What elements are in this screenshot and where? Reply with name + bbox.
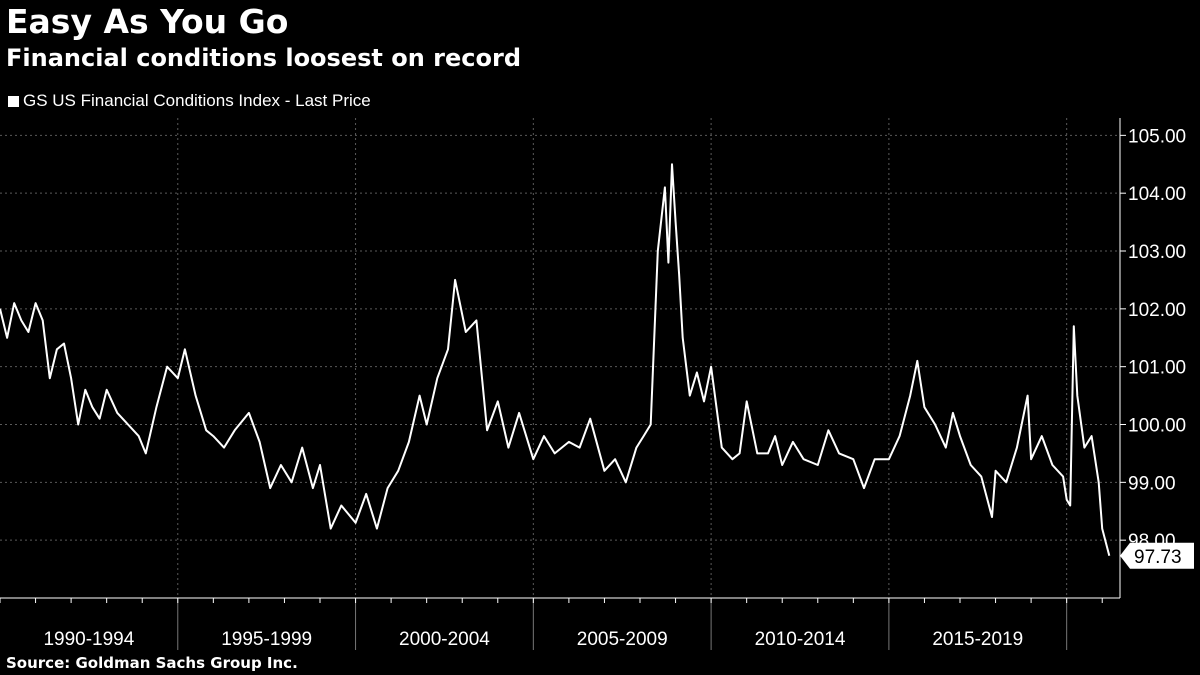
legend-label: GS US Financial Conditions Index - Last … [23,91,371,110]
x-tick-label: 1995-1999 [221,629,312,650]
x-tick-label: 2010-2014 [755,629,846,650]
y-tick-label: 103.00 [1128,242,1186,263]
y-tick-label: 102.00 [1128,300,1186,321]
source-note: Source: Goldman Sachs Group Inc. [6,654,298,672]
legend-swatch [8,95,19,107]
legend: GS US Financial Conditions Index - Last … [8,90,371,112]
x-tick-label: 2005-2009 [577,629,668,650]
x-tick-label: 1990-1994 [43,629,134,650]
last-value-badge [1120,542,1194,569]
series-line [0,163,1111,557]
chart-subtitle: Financial conditions loosest on record [6,44,521,72]
x-tick-label: 2015-2019 [932,629,1023,650]
y-tick-label: 105.00 [1128,126,1186,147]
y-tick-label: 101.00 [1128,358,1186,379]
y-tick-label: 100.00 [1128,416,1186,437]
y-tick-label: 104.00 [1128,184,1186,205]
x-tick-label: 2000-2004 [399,629,490,650]
chart-title: Easy As You Go [6,2,289,41]
last-value-label: 97.73 [1134,547,1182,568]
y-tick-label: 99.00 [1128,473,1176,494]
